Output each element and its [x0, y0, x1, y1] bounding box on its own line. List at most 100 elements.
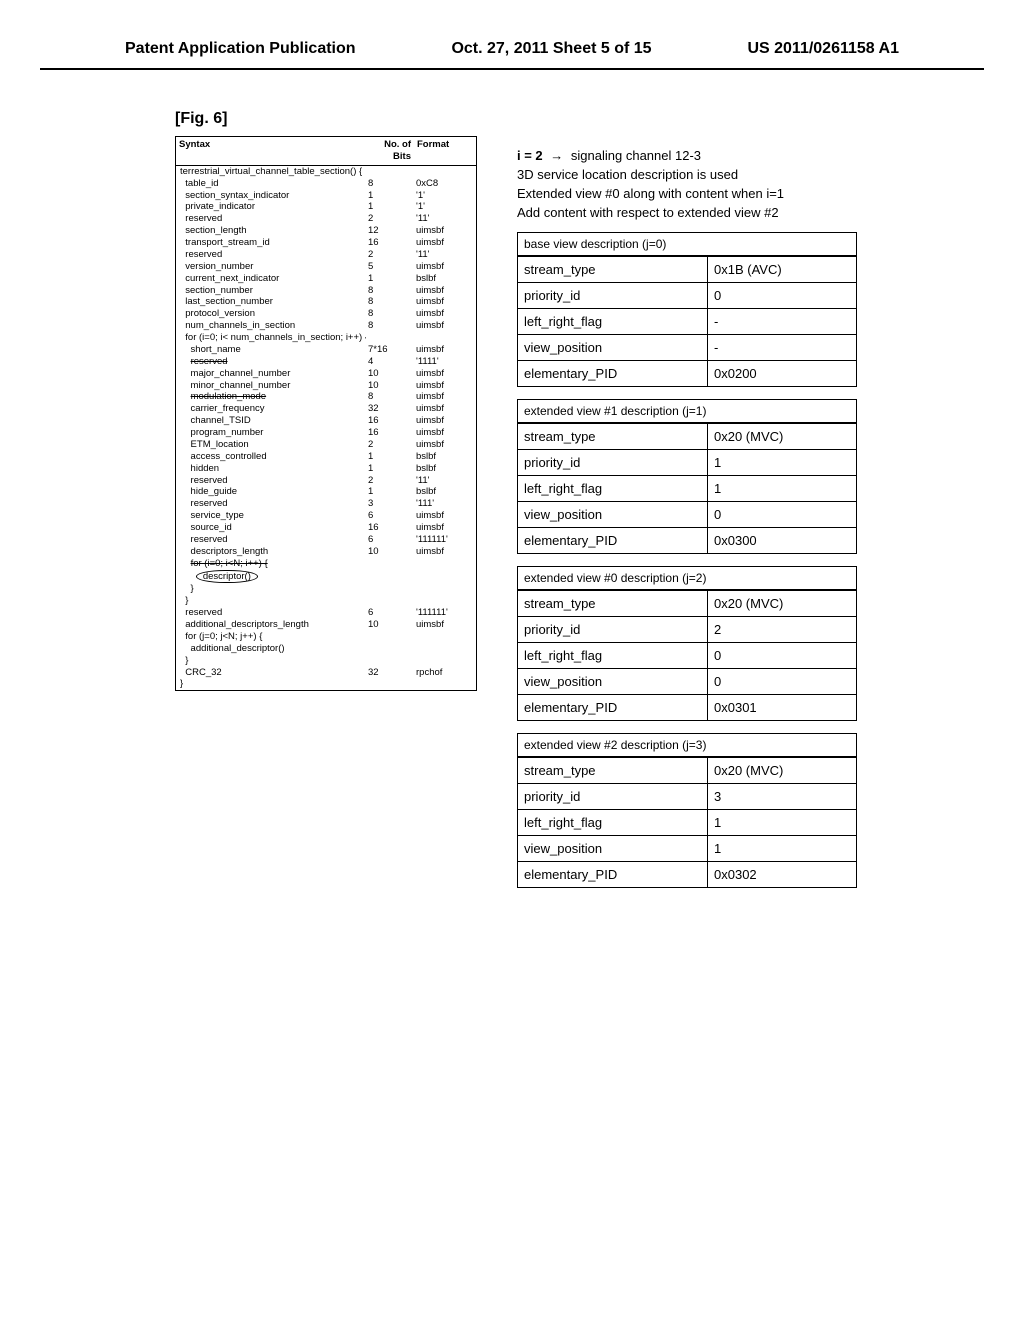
kv-row: elementary_PID0x0300 [518, 527, 856, 553]
kv-key: view_position [518, 502, 708, 527]
kv-key: view_position [518, 669, 708, 694]
syntax-row: modulation_mode8uimsbf [176, 391, 476, 403]
kv-value: 0 [708, 643, 856, 668]
kv-value: - [708, 309, 856, 334]
syntax-table: Syntax No. of Bits Format terrestrial_vi… [175, 136, 477, 691]
syntax-row: CRC_3232rpchof [176, 667, 476, 679]
syntax-row: transport_stream_id16uimsbf [176, 237, 476, 249]
syntax-row: last_section_number8uimsbf [176, 296, 476, 308]
note-line-4: Add content with respect to extended vie… [517, 205, 857, 220]
kv-value: - [708, 335, 856, 360]
kv-value: 0x0300 [708, 528, 856, 553]
kv-value: 0x20 (MVC) [708, 758, 856, 783]
note-line-1: i = 2 signaling channel 12-3 [517, 148, 857, 163]
kv-row: view_position1 [518, 835, 856, 861]
syntax-row: for (i=0; i< num_channels_in_section; i+… [176, 332, 476, 344]
kv-key: priority_id [518, 784, 708, 809]
description-group: extended view #2 description (j=3)stream… [517, 733, 857, 888]
syntax-row: section_length12uimsbf [176, 225, 476, 237]
syntax-row: for (j=0; j<N; j++) { [176, 631, 476, 643]
kv-row: elementary_PID0x0200 [518, 360, 856, 386]
kv-key: priority_id [518, 283, 708, 308]
syntax-row: protocol_version8uimsbf [176, 308, 476, 320]
kv-row: view_position0 [518, 501, 856, 527]
syntax-row: reserved2'11' [176, 213, 476, 225]
kv-row: priority_id1 [518, 449, 856, 475]
note-line-2: 3D service location description is used [517, 167, 857, 182]
kv-row: view_position0 [518, 668, 856, 694]
syntax-row: minor_channel_number10uimsbf [176, 380, 476, 392]
kv-row: elementary_PID0x0301 [518, 694, 856, 720]
kv-key: elementary_PID [518, 528, 708, 553]
syntax-row: short_name7*16uimsbf [176, 344, 476, 356]
syntax-row: descriptor() [176, 570, 476, 584]
kv-row: left_right_flag1 [518, 809, 856, 835]
group-title: base view description (j=0) [518, 233, 856, 256]
kv-key: left_right_flag [518, 810, 708, 835]
syntax-row: num_channels_in_section8uimsbf [176, 320, 476, 332]
kv-row: stream_type0x1B (AVC) [518, 256, 856, 282]
syntax-row: ETM_location2uimsbf [176, 439, 476, 451]
kv-value: 1 [708, 836, 856, 861]
syntax-row: private_indicator1'1' [176, 201, 476, 213]
syntax-row: reserved3'111' [176, 498, 476, 510]
syntax-row: } [176, 655, 476, 667]
syntax-row: } [176, 595, 476, 607]
col-format: Format [414, 137, 464, 165]
syntax-row: reserved2'11' [176, 475, 476, 487]
syntax-row: channel_TSID16uimsbf [176, 415, 476, 427]
kv-key: left_right_flag [518, 643, 708, 668]
kv-row: stream_type0x20 (MVC) [518, 423, 856, 449]
kv-row: priority_id0 [518, 282, 856, 308]
kv-value: 1 [708, 810, 856, 835]
syntax-row: hide_guide1bslbf [176, 486, 476, 498]
kv-value: 2 [708, 617, 856, 642]
kv-key: stream_type [518, 591, 708, 616]
header-left: Patent Application Publication [125, 40, 356, 58]
kv-value: 0x1B (AVC) [708, 257, 856, 282]
syntax-row: descriptors_length10uimsbf [176, 546, 476, 558]
kv-key: left_right_flag [518, 309, 708, 334]
kv-key: elementary_PID [518, 695, 708, 720]
group-title: extended view #0 description (j=2) [518, 567, 856, 590]
kv-key: stream_type [518, 424, 708, 449]
header-right: US 2011/0261158 A1 [747, 40, 899, 58]
kv-value: 0x0302 [708, 862, 856, 887]
syntax-row: section_syntax_indicator1'1' [176, 190, 476, 202]
note-line-3: Extended view #0 along with content when… [517, 186, 857, 201]
syntax-row: version_number5uimsbf [176, 261, 476, 273]
note1-a: i = 2 [517, 148, 543, 163]
kv-row: view_position- [518, 334, 856, 360]
kv-key: elementary_PID [518, 862, 708, 887]
syntax-row: additional_descriptors_length10uimsbf [176, 619, 476, 631]
description-group: extended view #0 description (j=2)stream… [517, 566, 857, 721]
syntax-row: } [176, 583, 476, 595]
col-syntax: Syntax [176, 137, 366, 165]
arrow-icon [546, 148, 567, 163]
syntax-header: Syntax No. of Bits Format [176, 137, 476, 166]
kv-key: priority_id [518, 450, 708, 475]
syntax-row: table_id80xC8 [176, 178, 476, 190]
syntax-row: source_id16uimsbf [176, 522, 476, 534]
kv-key: stream_type [518, 257, 708, 282]
syntax-row: } [176, 678, 476, 690]
kv-value: 0x20 (MVC) [708, 424, 856, 449]
kv-row: priority_id3 [518, 783, 856, 809]
syntax-row: current_next_indicator1bslbf [176, 273, 476, 285]
header-center: Oct. 27, 2011 Sheet 5 of 15 [451, 40, 651, 58]
syntax-row: access_controlled1bslbf [176, 451, 476, 463]
group-title: extended view #1 description (j=1) [518, 400, 856, 423]
syntax-row: major_channel_number10uimsbf [176, 368, 476, 380]
kv-row: elementary_PID0x0302 [518, 861, 856, 887]
syntax-row: additional_descriptor() [176, 643, 476, 655]
kv-row: stream_type0x20 (MVC) [518, 590, 856, 616]
syntax-body: terrestrial_virtual_channel_table_sectio… [176, 166, 476, 691]
kv-value: 0 [708, 669, 856, 694]
kv-value: 0x0200 [708, 361, 856, 386]
syntax-row: reserved6'111111' [176, 607, 476, 619]
kv-row: left_right_flag0 [518, 642, 856, 668]
kv-row: priority_id2 [518, 616, 856, 642]
right-column: i = 2 signaling channel 12-3 3D service … [517, 148, 857, 888]
syntax-row: terrestrial_virtual_channel_table_sectio… [176, 166, 476, 178]
group-title: extended view #2 description (j=3) [518, 734, 856, 757]
